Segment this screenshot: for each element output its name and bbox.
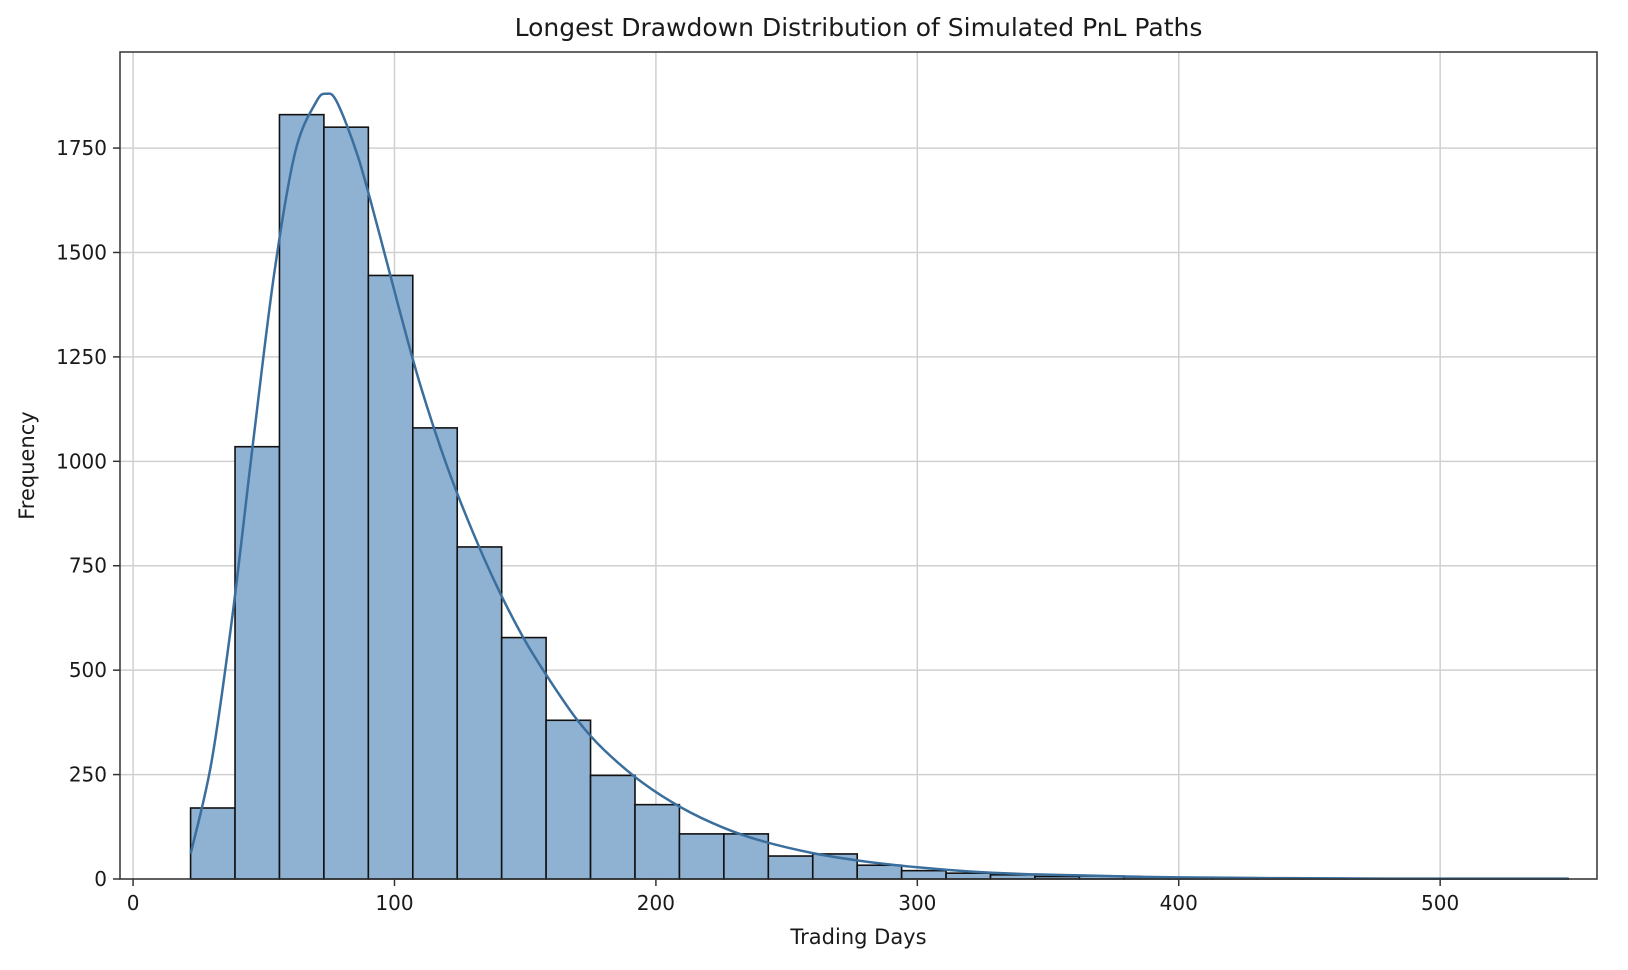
y-tick-label: 1500 [56, 240, 107, 264]
x-axis-label: Trading Days [789, 925, 926, 949]
histogram-bars [189, 113, 1570, 880]
plot-frame [119, 51, 1598, 880]
histogram-bar [500, 636, 547, 880]
histogram-bar [634, 803, 681, 880]
x-tick-label: 100 [375, 891, 413, 915]
histogram-bar [189, 807, 236, 880]
y-tick-label: 250 [69, 763, 107, 787]
histogram-bar [234, 445, 281, 880]
kde-curve-group [189, 92, 1569, 880]
y-axis-label: Frequency [15, 411, 39, 520]
y-tick-label: 1000 [56, 449, 107, 473]
histogram-bar [945, 872, 992, 880]
histogram-bar [900, 869, 947, 880]
kde-curve [189, 92, 1569, 880]
histogram-bar [545, 719, 592, 880]
y-tick-label: 0 [94, 867, 107, 891]
x-axis-ticks: 0 100 200 300 400 500 [127, 879, 1459, 915]
histogram-bar [278, 113, 325, 880]
x-tick-label: 400 [1160, 891, 1198, 915]
x-tick-label: 500 [1421, 891, 1459, 915]
x-tick-label: 300 [898, 891, 936, 915]
histogram-bar [767, 855, 814, 880]
histogram-bar [367, 274, 414, 880]
histogram-bar [456, 546, 503, 880]
chart-title: Longest Drawdown Distribution of Simulat… [515, 13, 1203, 42]
y-tick-label: 1750 [56, 136, 107, 160]
histogram-bar [856, 864, 903, 880]
x-tick-label: 200 [637, 891, 675, 915]
histogram-bar [411, 427, 459, 880]
y-tick-label: 500 [69, 658, 107, 682]
y-axis-ticks: 0 250 500 750 1000 1250 1500 1750 [56, 136, 120, 891]
histogram-bar [323, 126, 370, 880]
x-tick-label: 0 [127, 891, 140, 915]
y-tick-label: 1250 [56, 345, 107, 369]
y-tick-label: 750 [69, 554, 107, 578]
histogram-bar [678, 833, 725, 880]
histogram-bar [589, 774, 636, 880]
